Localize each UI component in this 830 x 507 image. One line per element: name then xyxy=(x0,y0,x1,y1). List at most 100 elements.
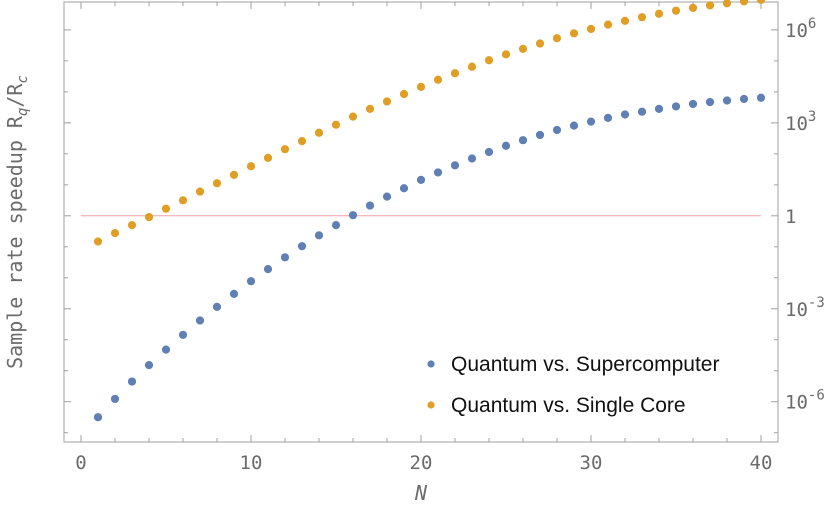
data-point xyxy=(93,413,103,422)
data-point xyxy=(263,264,273,274)
data-point xyxy=(348,211,358,220)
data-point xyxy=(535,130,545,140)
data-point xyxy=(212,302,222,312)
data-point xyxy=(603,113,613,122)
data-point xyxy=(501,50,511,59)
data-point xyxy=(450,69,460,78)
data-point xyxy=(110,229,120,238)
data-point xyxy=(195,187,205,196)
data-point xyxy=(450,161,460,170)
data-point xyxy=(484,147,494,157)
legend-label-supercomputer: Quantum vs. Supercomputer xyxy=(451,353,719,376)
y-tick-label: 10-3 xyxy=(785,295,825,321)
y-tick-label: 106 xyxy=(785,16,816,42)
data-point xyxy=(552,125,562,135)
data-point xyxy=(620,110,630,119)
data-point xyxy=(365,104,375,114)
data-point xyxy=(212,179,222,188)
data-point xyxy=(93,237,103,246)
data-point xyxy=(739,0,749,6)
x-tick-label: 20 xyxy=(410,452,433,474)
data-point xyxy=(229,170,239,180)
legend-marker-single-core xyxy=(427,401,435,409)
data-point xyxy=(671,102,681,111)
y-axis-title: Sample rate speedup Rq/Rc xyxy=(3,75,31,369)
data-point xyxy=(161,204,171,213)
data-point xyxy=(280,253,290,262)
x-tick-label: 0 xyxy=(75,452,86,474)
data-point xyxy=(637,13,647,22)
data-point xyxy=(484,56,494,65)
data-point xyxy=(297,137,307,146)
series-supercomputer xyxy=(93,93,766,422)
data-point xyxy=(246,277,256,286)
data-point xyxy=(433,75,443,84)
data-point xyxy=(756,93,766,102)
data-point xyxy=(127,377,137,386)
data-point xyxy=(569,29,579,38)
data-point xyxy=(178,330,188,339)
data-point xyxy=(161,345,171,354)
legend-marker-supercomputer xyxy=(427,360,435,368)
legend: Quantum vs. Supercomputer Quantum vs. Si… xyxy=(427,353,719,417)
data-point xyxy=(144,212,154,222)
data-point xyxy=(722,96,732,105)
data-point xyxy=(416,175,426,184)
data-point xyxy=(331,120,341,129)
x-axis-ticks: 0 10 20 30 40 xyxy=(75,2,772,474)
plot-frame xyxy=(63,1,779,443)
data-point xyxy=(314,128,324,137)
data-point xyxy=(110,394,120,404)
x-tick-label: 10 xyxy=(240,452,263,474)
data-point xyxy=(399,184,409,193)
data-point xyxy=(705,97,715,107)
y-axis-ticks: 10-6 10-3 1 103 106 xyxy=(64,16,825,434)
data-point xyxy=(178,196,188,205)
data-point xyxy=(654,9,664,18)
data-point xyxy=(263,153,273,162)
data-point xyxy=(569,121,579,130)
data-point xyxy=(280,145,290,154)
data-point xyxy=(552,34,562,43)
data-point xyxy=(756,0,766,4)
y-axis-title-slash: /R xyxy=(3,83,27,108)
y-tick-label: 10-6 xyxy=(785,388,825,414)
data-point xyxy=(297,242,307,251)
data-point xyxy=(195,316,205,325)
data-point xyxy=(467,62,477,71)
y-tick-label: 1 xyxy=(785,206,796,228)
data-point xyxy=(586,117,596,126)
data-point xyxy=(365,201,375,210)
data-point xyxy=(144,361,154,370)
data-point xyxy=(467,154,477,163)
data-point xyxy=(518,136,528,145)
data-point xyxy=(688,99,698,109)
data-point xyxy=(382,192,392,201)
data-point xyxy=(603,20,613,29)
series-layer xyxy=(93,0,766,422)
data-point xyxy=(382,97,392,106)
data-point xyxy=(331,220,341,230)
data-point xyxy=(620,16,630,26)
data-point xyxy=(314,231,324,240)
legend-item-supercomputer: Quantum vs. Supercomputer xyxy=(427,353,719,376)
data-point xyxy=(637,107,647,116)
data-point xyxy=(739,94,749,104)
data-point xyxy=(416,82,426,92)
data-point xyxy=(671,6,681,15)
legend-label-single-core: Quantum vs. Single Core xyxy=(451,394,686,417)
x-axis-title: N xyxy=(414,481,428,505)
legend-item-single-core: Quantum vs. Single Core xyxy=(427,394,686,417)
y-axis-title-main: Sample rate speedup R xyxy=(3,115,27,369)
x-tick-label: 30 xyxy=(580,452,603,474)
data-point xyxy=(722,0,732,8)
series-single-core xyxy=(93,0,766,246)
data-point xyxy=(518,44,528,53)
data-point xyxy=(705,1,715,10)
x-tick-label: 40 xyxy=(750,452,773,474)
data-point xyxy=(246,162,256,171)
data-point xyxy=(688,3,698,12)
data-point xyxy=(586,24,596,34)
y-axis-title-sub-c: c xyxy=(15,75,31,83)
